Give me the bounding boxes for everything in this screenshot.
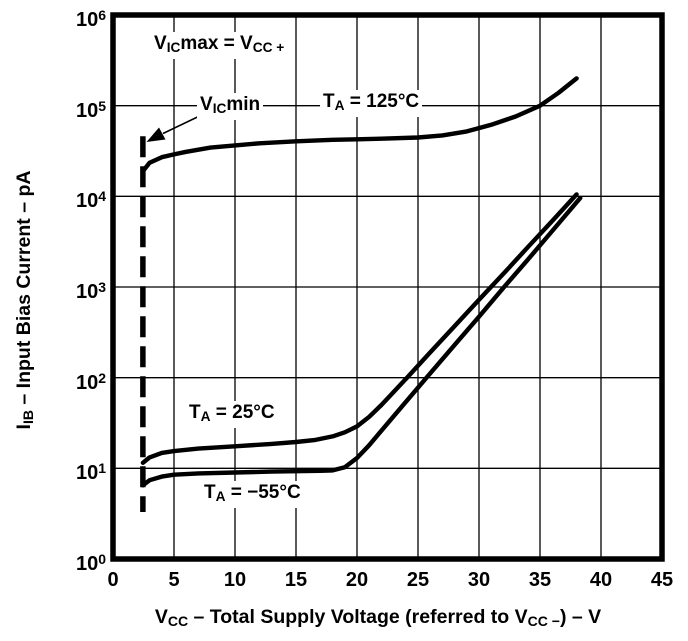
y-tick-label: 100 bbox=[48, 548, 106, 575]
annotation-ta-125c: TA = 125°C bbox=[320, 90, 423, 117]
y-tick-label: 101 bbox=[48, 457, 106, 485]
x-tick-label: 45 bbox=[650, 569, 674, 591]
curve-series-1 bbox=[140, 192, 579, 465]
annotation-ta-minus55c: TA = −55°C bbox=[201, 481, 304, 508]
y-tick-label: 103 bbox=[48, 276, 106, 303]
x-tick-label: 10 bbox=[223, 569, 247, 591]
curve-series-2 bbox=[140, 195, 583, 488]
annotation-vicmin: VICmin bbox=[197, 93, 264, 120]
y-tick-label: 102 bbox=[48, 366, 106, 394]
x-tick-label: 35 bbox=[528, 569, 552, 591]
x-axis-title: VCC – Total Supply Voltage (referred to … bbox=[154, 606, 602, 630]
y-axis-title: IIB – Input Bias Current – pA bbox=[12, 170, 37, 430]
vicmin-arrowhead-icon bbox=[146, 127, 166, 142]
x-tick-label: 5 bbox=[168, 569, 180, 591]
x-tick-label: 30 bbox=[467, 569, 491, 591]
x-tick-label: 20 bbox=[345, 569, 369, 591]
annotation-ta-25c: TA = 25°C bbox=[186, 401, 278, 428]
x-tick-label: 40 bbox=[589, 569, 613, 591]
curve-series-0 bbox=[140, 76, 579, 174]
y-tick-label: 105 bbox=[48, 94, 106, 122]
x-tick-label: 0 bbox=[107, 569, 119, 591]
x-tick-label: 25 bbox=[406, 569, 430, 591]
x-tick-label: 15 bbox=[284, 569, 308, 591]
plot-border bbox=[110, 12, 665, 562]
y-tick-label: 104 bbox=[48, 185, 106, 213]
annotation-vicmax: VICmax = VCC + bbox=[151, 32, 288, 59]
y-tick-label: 106 bbox=[48, 4, 106, 31]
